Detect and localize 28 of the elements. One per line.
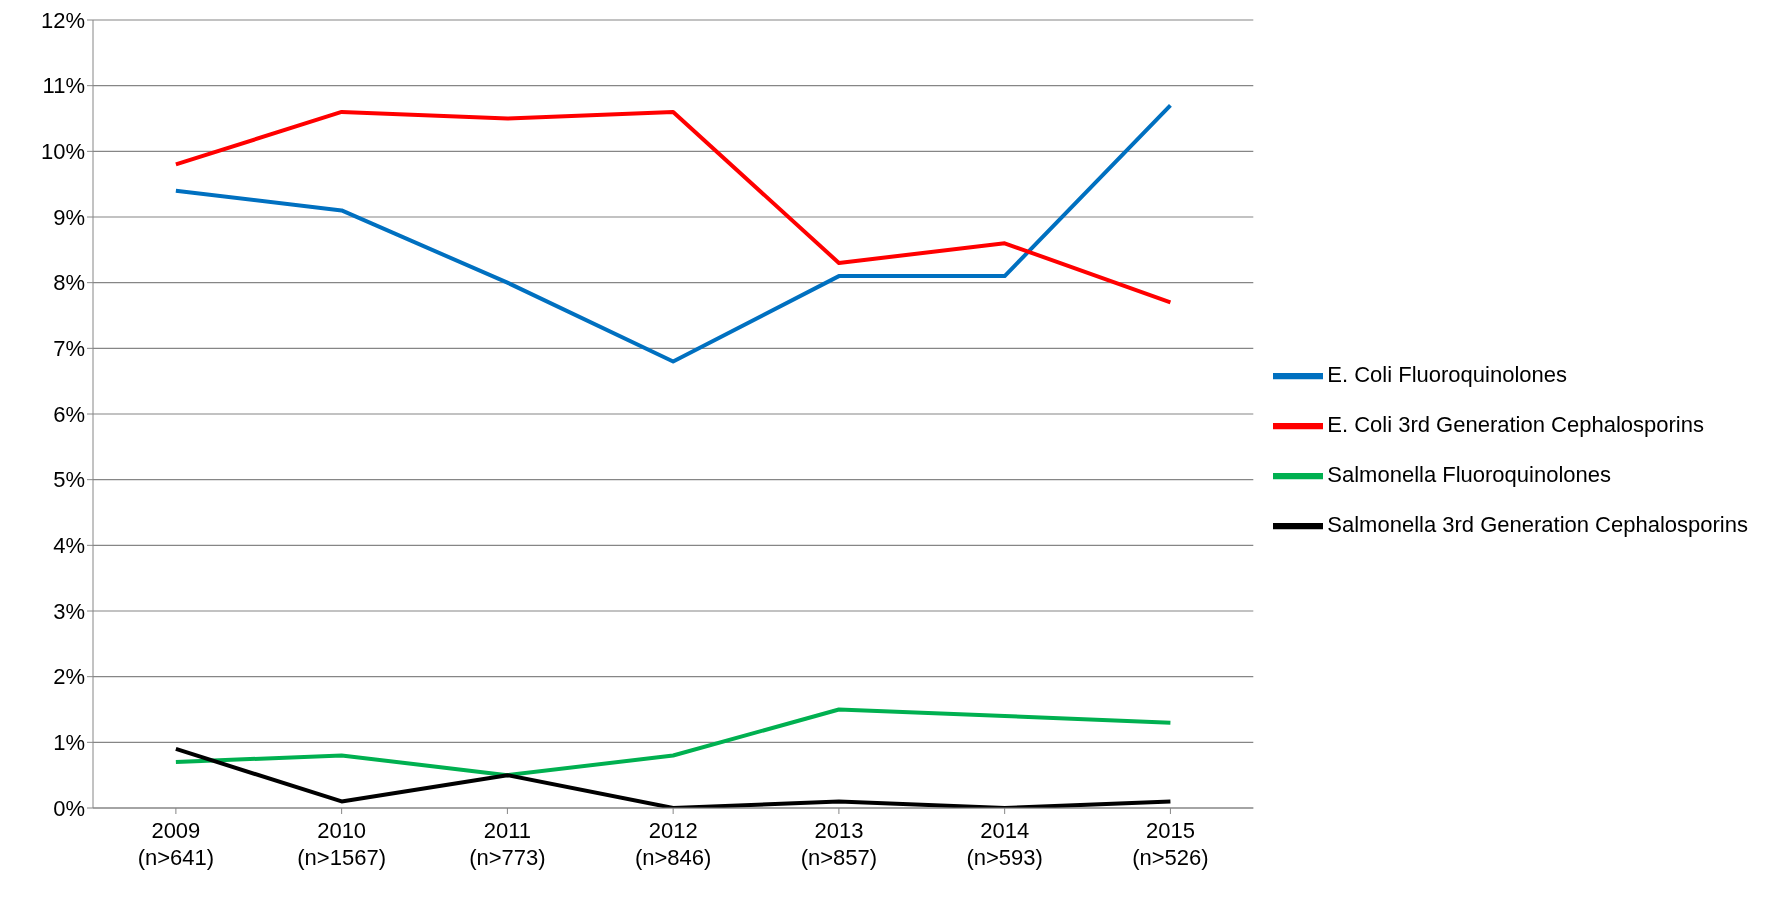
legend-label: E. Coli Fluoroquinolones: [1327, 361, 1567, 387]
x-tick-label: 2011 (n>773): [469, 818, 546, 870]
y-tick-label: 10%: [40, 139, 85, 165]
x-tick-label: 2015 (n>526): [1132, 818, 1209, 870]
y-tick-label: 12%: [40, 7, 85, 33]
y-tick-label: 8%: [53, 270, 85, 296]
y-tick-label: 4%: [53, 533, 85, 559]
line-series: [173, 746, 1173, 808]
y-tick-label: 7%: [53, 336, 85, 362]
y-tick-label: 0%: [53, 795, 85, 821]
line-series: [173, 103, 1173, 364]
legend-label: Salmonella Fluoroquinolones: [1327, 461, 1612, 487]
y-tick-label: 2%: [53, 664, 85, 690]
legend-label: E. Coli 3rd Generation Cephalosporins: [1327, 411, 1704, 437]
y-tick-label: 5%: [53, 467, 85, 493]
line-series: [173, 707, 1173, 778]
line-series: [173, 109, 1173, 305]
y-tick-label: 3%: [53, 598, 85, 624]
legend-label: Salmonella 3rd Generation Cephalosporins: [1327, 511, 1748, 537]
x-tick-label: 2014 (n>593): [966, 818, 1043, 870]
y-tick-label: 1%: [53, 730, 85, 756]
x-tick-label: 2013 (n>857): [800, 818, 878, 870]
y-tick-label: 6%: [53, 401, 85, 427]
y-tick-label: 9%: [53, 204, 85, 230]
x-tick-label: 2010 (n>1567): [297, 818, 386, 870]
x-tick-label: 2012 (n>846): [634, 818, 712, 870]
y-tick-label: 11%: [42, 73, 85, 99]
x-tick-label: 2009 (n>641): [137, 818, 215, 870]
